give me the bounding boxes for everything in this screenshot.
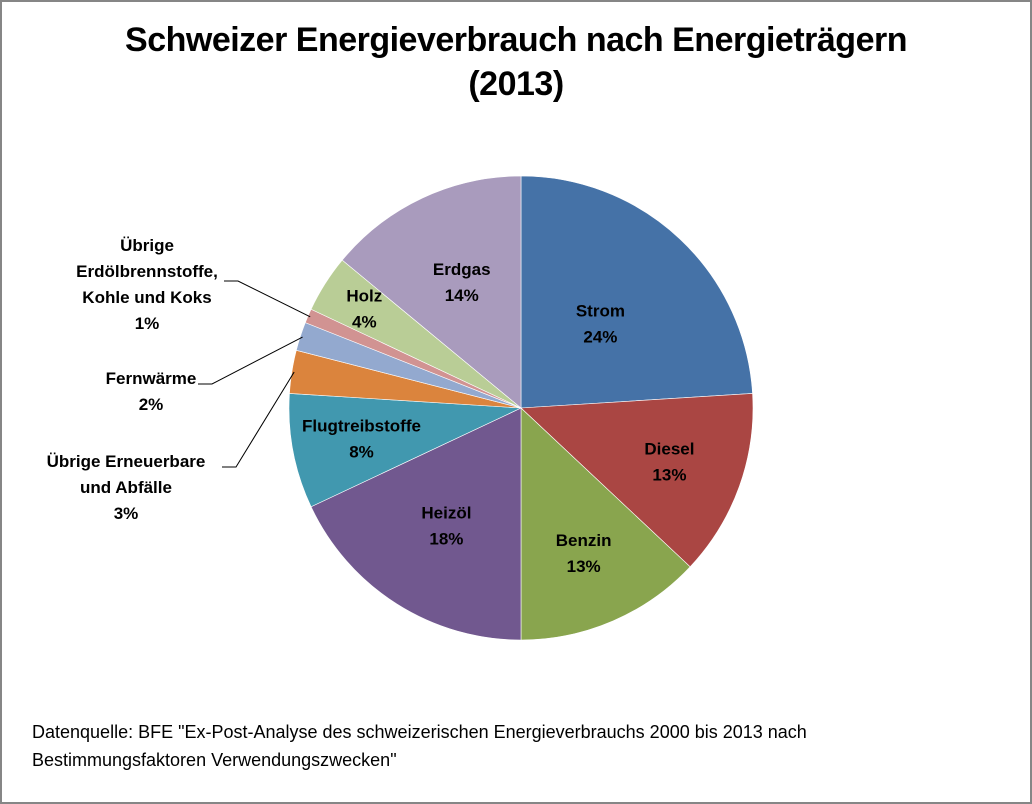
percent-label: 2% — [139, 395, 164, 414]
data-label-diesel: Diesel 13% — [644, 439, 694, 484]
percent-label: 4% — [352, 313, 377, 332]
percent-label: 8% — [349, 442, 374, 461]
percent-label: 14% — [445, 286, 479, 305]
pie-slice-diesel — [520, 393, 754, 568]
category-label: Flugtreibstoffe — [302, 416, 421, 435]
percent-label: 1% — [135, 314, 160, 333]
pie-slice-heizol — [310, 407, 522, 641]
data-label-flugtreibstoffe: Flugtreibstoffe 8% — [302, 416, 421, 461]
category-label: Holz — [346, 287, 382, 306]
chart-title: Schweizer Energieverbrauch nach Energiet… — [0, 18, 1032, 106]
category-label: Strom — [576, 301, 625, 320]
leader-line-fernwarme — [198, 336, 303, 385]
pie-slice-flugtreibstoffe — [288, 393, 522, 508]
data-label-ubrige-erneuerbare-und-abfalle: Übrige Erneuerbare und Abfälle 3% — [47, 452, 206, 523]
percent-label: 13% — [567, 557, 601, 576]
category-label: Übrige Erneuerbare — [47, 452, 206, 471]
category-label: Benzin — [556, 531, 612, 550]
category-label: Diesel — [644, 439, 694, 458]
pie-slice-benzin — [520, 407, 691, 641]
percent-label: 13% — [652, 465, 686, 484]
data-label-heizol: Heizöl 18% — [421, 504, 471, 549]
pie-slice-erdgas — [341, 175, 522, 409]
leader-line-ubrige-erneuerbare-und-abfalle — [222, 371, 295, 468]
data-label-strom: Strom 24% — [576, 301, 625, 346]
data-source-note: Datenquelle: BFE "Ex-Post-Analyse des sc… — [32, 718, 992, 774]
pie-slice-strom — [520, 175, 753, 409]
data-label-fernwarme: Fernwärme 2% — [106, 369, 197, 414]
category-label: Heizöl — [421, 504, 471, 523]
data-label-holz: Holz 4% — [346, 287, 382, 332]
percent-label: 3% — [114, 504, 139, 523]
chart-title-line1: Schweizer Energieverbrauch nach Energiet… — [125, 21, 907, 59]
data-label-benzin: Benzin 13% — [556, 531, 612, 576]
category-label: Erdgas — [433, 260, 491, 279]
chart-title-line2: (2013) — [468, 65, 564, 103]
percent-label: 18% — [429, 530, 463, 549]
source-line-2: Bestimmungsfaktoren Verwendungszwecken" — [32, 750, 397, 770]
category-label: Erdölbrennstoffe, — [76, 262, 218, 281]
category-label: Kohle und Koks — [82, 288, 211, 307]
category-label: Übrige — [120, 236, 174, 255]
data-label-erdgas: Erdgas 14% — [433, 260, 491, 305]
category-label: Fernwärme — [106, 369, 197, 388]
category-label: und Abfälle — [80, 478, 172, 497]
data-label-ubrige-erdolbrennstoffe-kohle-und-koks: Übrige Erdölbrennstoffe, Kohle und Koks 1% — [76, 236, 218, 333]
source-line-1: Datenquelle: BFE "Ex-Post-Analyse des sc… — [32, 722, 807, 742]
percent-label: 24% — [583, 327, 617, 346]
leader-line-ubrige-erdolbrennstoffe-kohle-und-koks — [224, 280, 311, 318]
